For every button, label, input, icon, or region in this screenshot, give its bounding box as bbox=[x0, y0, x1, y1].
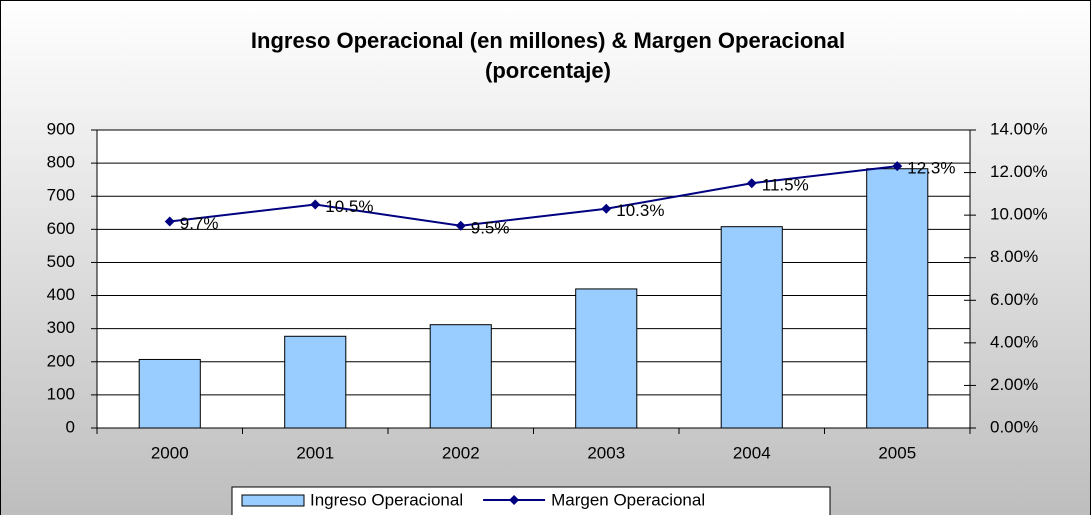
legend-label: Ingreso Operacional bbox=[310, 490, 463, 509]
bar bbox=[284, 335, 347, 429]
data-label: 9.5% bbox=[471, 218, 510, 237]
y-tick-label: 100 bbox=[47, 384, 75, 403]
x-tick-label: 2004 bbox=[733, 443, 771, 462]
y2-tick-label: 10.00% bbox=[990, 205, 1048, 224]
data-label: 10.3% bbox=[616, 201, 664, 220]
y-tick-label: 900 bbox=[47, 119, 75, 138]
y-tick-label: 600 bbox=[47, 219, 75, 238]
y2-tick-label: 8.00% bbox=[990, 247, 1038, 266]
marker bbox=[455, 220, 466, 231]
y-tick-label: 700 bbox=[47, 186, 75, 205]
x-tick-label: 2005 bbox=[878, 443, 916, 462]
y-tick-label: 300 bbox=[47, 318, 75, 337]
marker bbox=[310, 199, 321, 210]
x-tick-label: 2000 bbox=[151, 443, 189, 462]
y2-tick-label: 2.00% bbox=[990, 375, 1038, 394]
x-tick-label: 2002 bbox=[442, 443, 480, 462]
marker bbox=[601, 203, 612, 214]
y-tick-label: 500 bbox=[47, 252, 75, 271]
data-label: 9.7% bbox=[180, 214, 219, 233]
bar bbox=[429, 324, 492, 429]
bar bbox=[138, 358, 201, 429]
y2-tick-label: 6.00% bbox=[990, 290, 1038, 309]
y2-tick-label: 12.00% bbox=[990, 162, 1048, 181]
bar bbox=[575, 288, 638, 429]
chart-title: Ingreso Operacional (en millones) & Marg… bbox=[251, 28, 845, 53]
y-tick-label: 200 bbox=[47, 351, 75, 370]
chart-title: (porcentaje) bbox=[485, 58, 611, 83]
data-label: 12.3% bbox=[907, 159, 955, 178]
y2-tick-label: 0.00% bbox=[990, 417, 1038, 436]
y-tick-label: 0 bbox=[66, 417, 75, 436]
marker bbox=[746, 178, 757, 189]
legend-label: Margen Operacional bbox=[551, 490, 705, 509]
legend-swatch bbox=[241, 494, 305, 507]
y2-tick-label: 14.00% bbox=[990, 119, 1048, 138]
y-tick-label: 800 bbox=[47, 153, 75, 172]
x-tick-label: 2001 bbox=[296, 443, 334, 462]
legend-marker bbox=[509, 495, 520, 505]
marker bbox=[892, 161, 903, 172]
data-label: 11.5% bbox=[762, 176, 809, 195]
data-label: 10.5% bbox=[325, 197, 373, 216]
bar bbox=[866, 168, 929, 429]
line bbox=[169, 165, 898, 227]
bar bbox=[720, 226, 783, 429]
plot-area bbox=[97, 130, 970, 428]
y-tick-label: 400 bbox=[47, 285, 75, 304]
y2-tick-label: 4.00% bbox=[990, 332, 1038, 351]
marker bbox=[164, 216, 175, 227]
x-tick-label: 2003 bbox=[587, 443, 625, 462]
